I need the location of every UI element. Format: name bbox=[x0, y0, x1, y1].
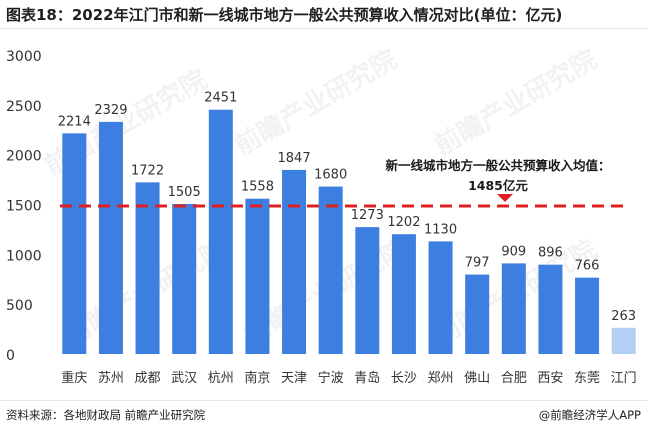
bar-13 bbox=[501, 263, 526, 354]
value-label: 2451 bbox=[204, 91, 237, 106]
bar-chart: 前瞻产业研究院前瞻产业研究院前瞻产业研究院前瞻产业研究院前瞻产业研究院前瞻产业研… bbox=[6, 44, 637, 386]
value-label: 1847 bbox=[278, 151, 311, 166]
bar-14 bbox=[538, 264, 563, 354]
category-label: 苏州 bbox=[98, 370, 124, 386]
bar-1 bbox=[62, 133, 87, 354]
label-layer: 2214 重庆 2329 苏州 1722 成都 1505 武汉 2451 杭州 1558 南京 1847… bbox=[58, 91, 637, 386]
bar-11 bbox=[428, 241, 453, 354]
average-annotation-line2: 1485亿元 bbox=[468, 178, 528, 193]
watermark-text: 前瞻产业研究院 bbox=[429, 44, 602, 162]
category-label: 重庆 bbox=[61, 370, 87, 386]
y-tick-label: 3000 bbox=[6, 49, 42, 65]
bar-layer bbox=[62, 109, 636, 354]
y-tick-label: 0 bbox=[6, 348, 15, 364]
y-tick-label: 2000 bbox=[6, 149, 42, 165]
category-label: 佛山 bbox=[464, 371, 490, 386]
category-label: 成都 bbox=[135, 371, 161, 386]
value-label: 1130 bbox=[424, 222, 457, 237]
bar-5 bbox=[208, 109, 233, 354]
value-label: 797 bbox=[465, 256, 490, 271]
bar-3 bbox=[135, 182, 160, 354]
bar-7 bbox=[282, 169, 307, 354]
y-tick-label: 500 bbox=[6, 298, 33, 314]
category-label: 武汉 bbox=[171, 371, 197, 386]
category-label: 杭州 bbox=[208, 371, 234, 386]
y-tick-label: 2500 bbox=[6, 99, 42, 115]
bar-2 bbox=[98, 121, 123, 354]
y-tick-label: 1500 bbox=[6, 199, 42, 215]
value-label: 1202 bbox=[387, 215, 420, 230]
bar-8 bbox=[318, 186, 343, 354]
category-label: 西安 bbox=[537, 371, 563, 386]
category-label: 南京 bbox=[244, 370, 270, 386]
reference-layer: 新一线城市地方一般公共预算收入均值： 1485亿元 bbox=[60, 158, 630, 208]
value-label: 1505 bbox=[168, 185, 201, 200]
value-label: 2329 bbox=[94, 103, 127, 118]
value-label: 1722 bbox=[131, 163, 164, 178]
category-label: 宁波 bbox=[318, 370, 344, 386]
watermark-text: 前瞻产业研究院 bbox=[229, 44, 402, 162]
category-label: 东莞 bbox=[574, 371, 600, 386]
y-tick-label: 1000 bbox=[6, 248, 42, 264]
value-label: 2214 bbox=[58, 114, 91, 129]
value-label: 1680 bbox=[314, 168, 347, 183]
value-label: 1273 bbox=[351, 208, 384, 223]
average-annotation-line1: 新一线城市地方一般公共预算收入均值： bbox=[385, 158, 610, 173]
bar-4 bbox=[172, 204, 197, 354]
value-label: 909 bbox=[501, 244, 526, 259]
category-label: 青岛 bbox=[354, 370, 380, 386]
value-label: 263 bbox=[611, 309, 636, 324]
chart-title: 图表18：2022年江门市和新一线城市地方一般公共预算收入情况对比(单位：亿元) bbox=[6, 6, 563, 24]
bar-9 bbox=[355, 227, 380, 354]
bar-15 bbox=[575, 277, 600, 354]
bar-12 bbox=[465, 274, 490, 354]
brand-credit: @前瞻经济学人APP bbox=[538, 408, 641, 422]
title-divider bbox=[0, 28, 647, 29]
axis-layer: 0 500 1000 1500 2000 2500 3000 bbox=[6, 49, 42, 364]
bar-6 bbox=[245, 198, 270, 354]
bar-10 bbox=[391, 234, 416, 354]
value-label: 766 bbox=[575, 259, 600, 274]
average-marker-arrow bbox=[497, 193, 513, 202]
value-label: 1558 bbox=[241, 180, 274, 195]
category-label: 天津 bbox=[281, 371, 307, 386]
value-label: 896 bbox=[538, 246, 563, 261]
category-label: 郑州 bbox=[428, 371, 454, 386]
bar-16 bbox=[611, 327, 636, 354]
category-label: 江门 bbox=[611, 371, 637, 386]
category-label: 合肥 bbox=[501, 371, 527, 386]
footer-divider bbox=[0, 400, 647, 401]
source-note: 资料来源：各地财政局 前瞻产业研究院 bbox=[6, 408, 206, 422]
category-label: 长沙 bbox=[391, 371, 417, 386]
